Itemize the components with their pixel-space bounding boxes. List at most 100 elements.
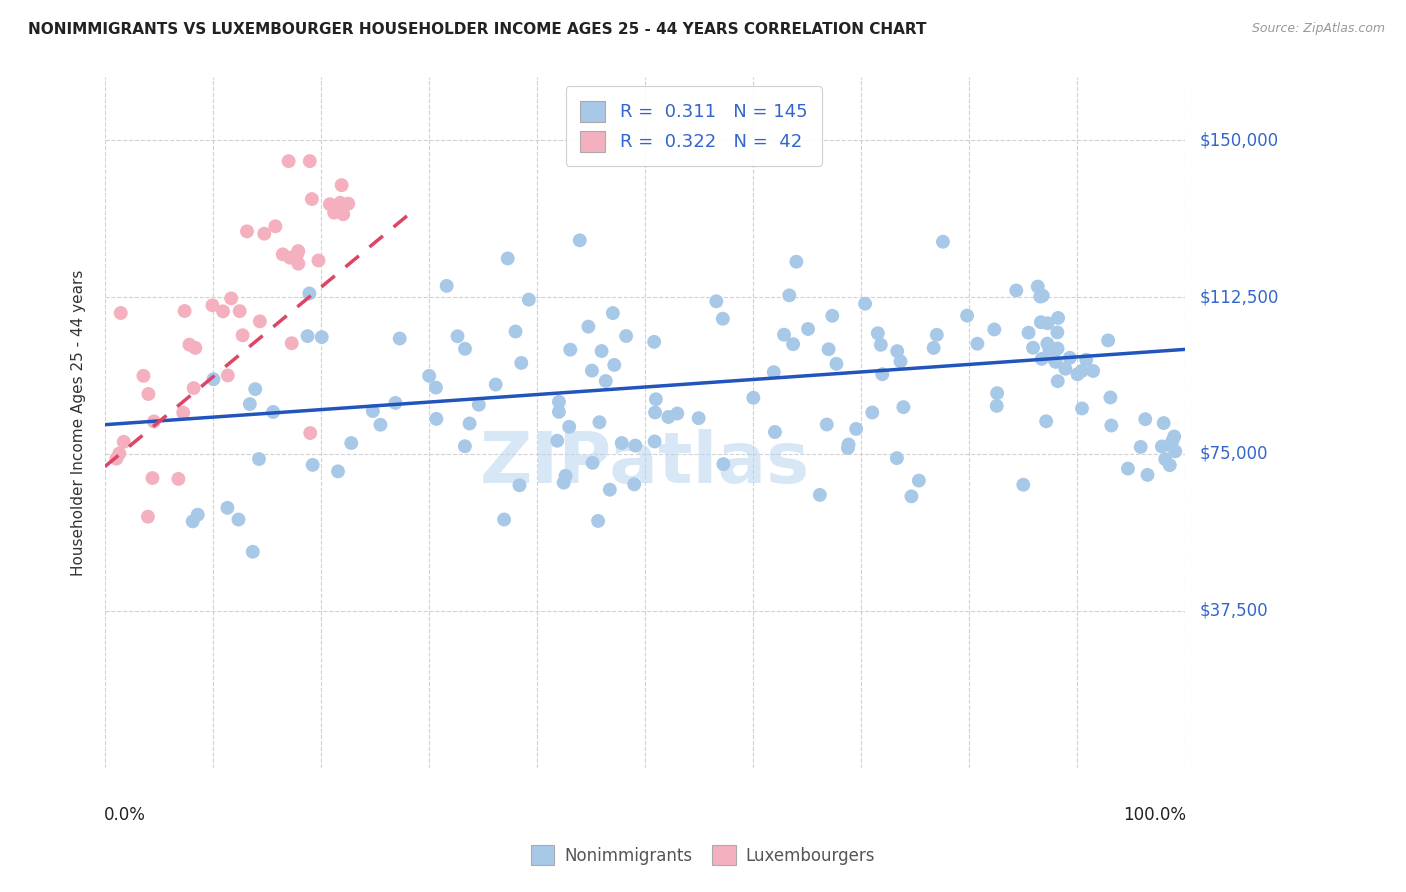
Point <box>1161 434 1184 449</box>
Point <box>108 446 131 460</box>
Point <box>301 458 323 472</box>
Point <box>763 425 786 439</box>
Point <box>644 392 666 407</box>
Point <box>232 328 254 343</box>
Point <box>138 387 160 401</box>
Point <box>249 314 271 328</box>
Point <box>187 508 209 522</box>
Point <box>1031 351 1053 366</box>
Point <box>388 331 411 345</box>
Point <box>326 464 349 478</box>
Point <box>643 334 665 349</box>
Point <box>287 244 309 258</box>
Point <box>510 356 533 370</box>
Point <box>553 475 575 490</box>
Point <box>1071 401 1094 416</box>
Point <box>458 417 481 431</box>
Point <box>311 330 333 344</box>
Point <box>446 329 468 343</box>
Point <box>301 192 323 206</box>
Point <box>591 344 613 359</box>
Point <box>986 399 1008 413</box>
Point <box>869 338 891 352</box>
Point <box>983 322 1005 336</box>
Point <box>1135 412 1157 426</box>
Point <box>1038 343 1060 358</box>
Point <box>845 422 868 436</box>
Point <box>143 414 166 428</box>
Point <box>603 358 626 372</box>
Point <box>773 327 796 342</box>
Point <box>742 391 765 405</box>
Point <box>1047 310 1070 325</box>
Point <box>1150 440 1173 454</box>
Point <box>644 434 666 449</box>
Point <box>141 471 163 485</box>
Point <box>298 286 321 301</box>
Point <box>329 195 352 210</box>
Point <box>1029 315 1052 329</box>
Point <box>1066 368 1088 382</box>
Point <box>956 309 979 323</box>
Point <box>299 425 322 440</box>
Point <box>271 247 294 261</box>
Point <box>253 227 276 241</box>
Point <box>576 319 599 334</box>
Point <box>860 405 883 419</box>
Point <box>136 509 159 524</box>
Point <box>1036 316 1059 330</box>
Point <box>1040 342 1063 356</box>
Point <box>1076 352 1098 367</box>
Point <box>688 411 710 425</box>
Point <box>808 488 831 502</box>
Y-axis label: Householder Income Ages 25 - 44 years: Householder Income Ages 25 - 44 years <box>72 269 86 575</box>
Point <box>1018 326 1040 340</box>
Point <box>167 472 190 486</box>
Point <box>782 337 804 351</box>
Point <box>105 451 128 466</box>
Point <box>614 329 637 343</box>
Point <box>228 512 250 526</box>
Point <box>179 337 201 351</box>
Point <box>778 288 800 302</box>
Point <box>297 329 319 343</box>
Point <box>711 311 734 326</box>
Text: $150,000: $150,000 <box>1199 131 1278 149</box>
Point <box>558 419 581 434</box>
Point <box>228 304 250 318</box>
Point <box>505 325 527 339</box>
Point <box>908 474 931 488</box>
Point <box>817 343 839 357</box>
Point <box>657 409 679 424</box>
Point <box>337 196 360 211</box>
Point <box>425 380 447 394</box>
Point <box>966 336 988 351</box>
Point <box>1070 364 1092 378</box>
Point <box>307 253 329 268</box>
Point <box>1045 355 1067 369</box>
Point <box>239 397 262 411</box>
Point <box>1116 461 1139 475</box>
Point <box>112 434 135 449</box>
Point <box>278 251 301 265</box>
Point <box>287 246 309 260</box>
Point <box>1005 284 1028 298</box>
Point <box>418 368 440 383</box>
Legend: Nonimmigrants, Luxembourgers: Nonimmigrants, Luxembourgers <box>523 837 883 873</box>
Point <box>1164 444 1187 458</box>
Point <box>219 292 242 306</box>
Point <box>554 468 576 483</box>
Text: Source: ZipAtlas.com: Source: ZipAtlas.com <box>1251 22 1385 36</box>
Point <box>586 514 609 528</box>
Point <box>866 326 889 341</box>
Point <box>797 322 820 336</box>
Point <box>201 298 224 312</box>
Point <box>602 306 624 320</box>
Point <box>425 412 447 426</box>
Point <box>1129 440 1152 454</box>
Text: 0.0%: 0.0% <box>104 805 146 823</box>
Point <box>280 336 302 351</box>
Point <box>560 343 582 357</box>
Point <box>886 451 908 466</box>
Point <box>236 224 259 238</box>
